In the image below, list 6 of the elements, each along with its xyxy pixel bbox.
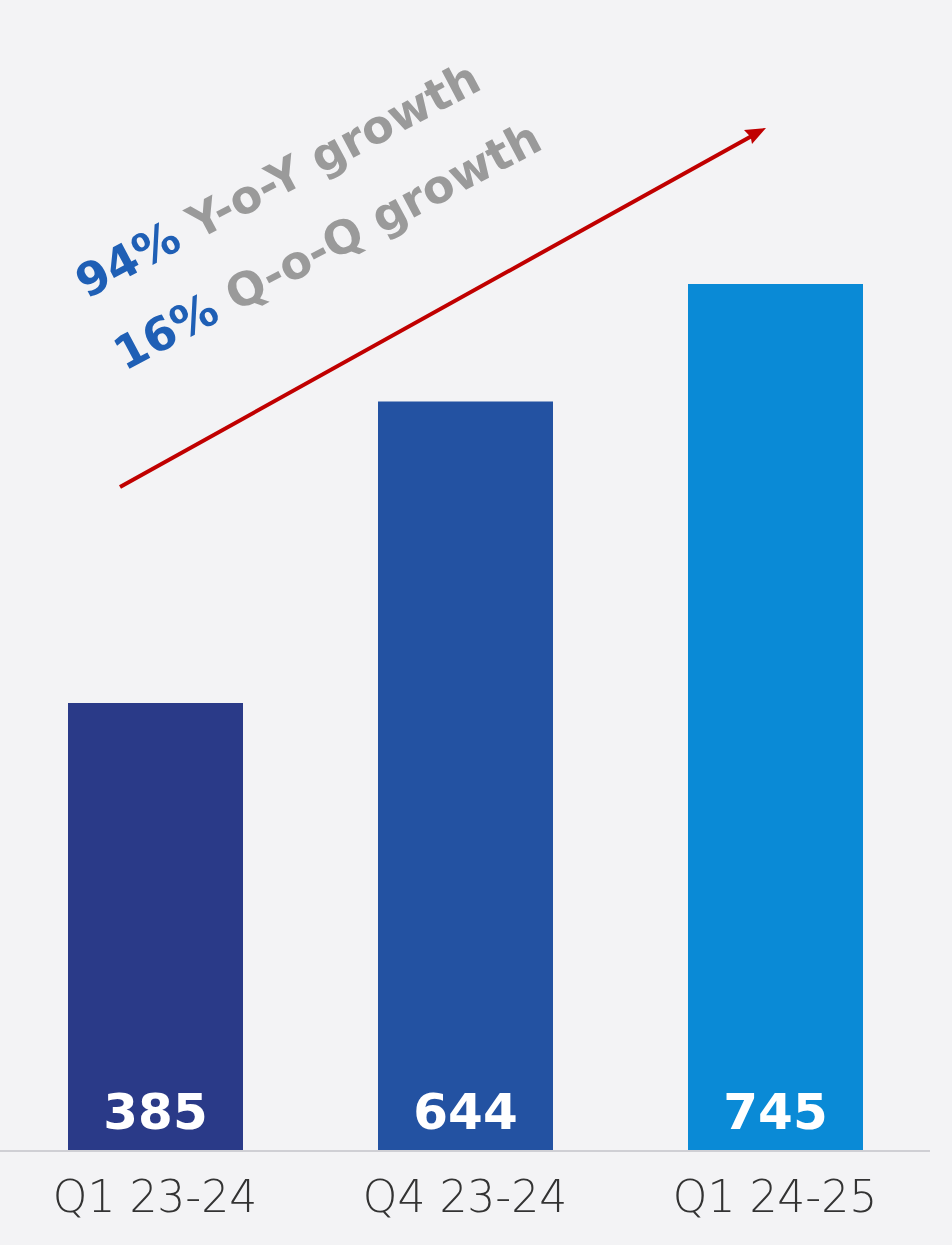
x-tick-label: Q4 23-24 — [362, 1171, 568, 1223]
data-label: 644 — [413, 1083, 518, 1141]
data-label: 745 — [723, 1083, 828, 1141]
data-label: 385 — [103, 1083, 208, 1141]
x-tick-label: Q1 23-24 — [52, 1171, 258, 1223]
x-tick-label: Q1 24-25 — [672, 1171, 878, 1223]
